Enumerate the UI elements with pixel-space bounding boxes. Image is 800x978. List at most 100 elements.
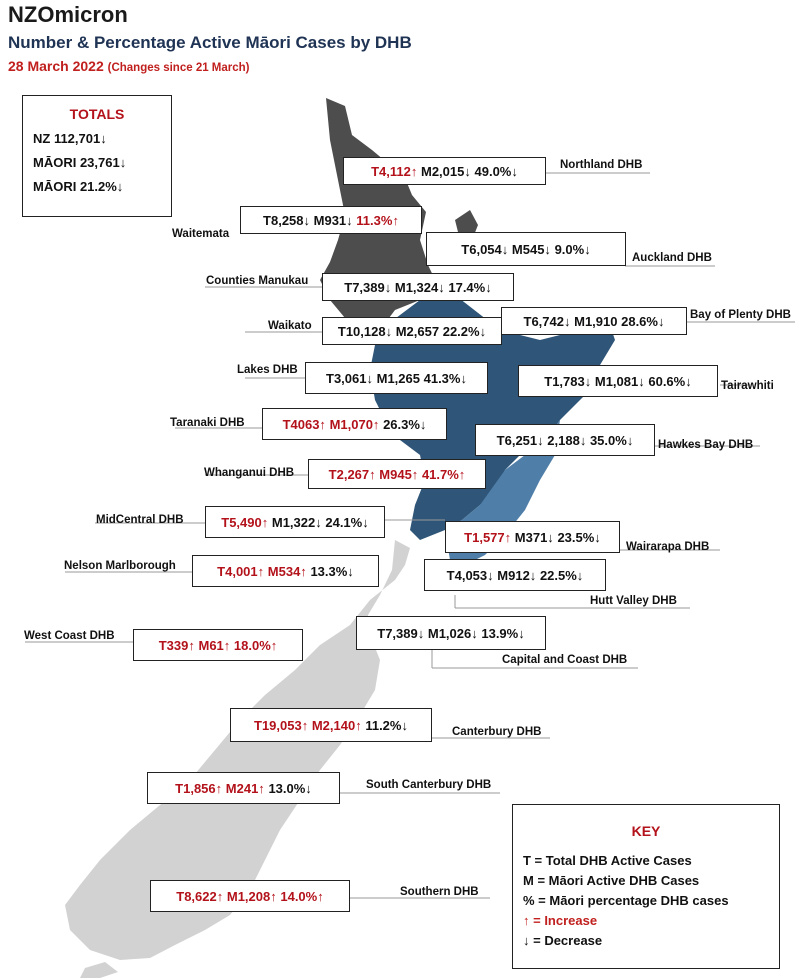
- page-subtitle: Number & Percentage Active Māori Cases b…: [8, 33, 412, 52]
- report-date: 28 March 2022: [8, 58, 104, 74]
- dhb-p: 13.3%↓: [310, 563, 354, 579]
- dhb-m: M1,081↓: [594, 373, 645, 389]
- dhb-t: T4,053↓: [446, 567, 494, 583]
- changes-note: (Changes since 21 March): [107, 62, 250, 74]
- dhb-label-lakes: Lakes DHB: [237, 364, 298, 376]
- dhb-label-southcant: South Canterbury DHB: [366, 779, 492, 791]
- dhb-label-waikato: Waikato: [268, 320, 312, 332]
- dhb-m: M1,208↑: [226, 888, 277, 904]
- dhb-t: T4,001↑: [217, 563, 265, 579]
- dhb-p: 49.0%↓: [474, 163, 518, 179]
- dhb-m: M534↑: [267, 563, 307, 579]
- dhb-m: M371↓: [514, 529, 554, 545]
- dhb-p: 26.3%↓: [383, 416, 427, 432]
- dhb-label-hawkes: Hawkes Bay DHB: [658, 439, 754, 451]
- south-island: [65, 540, 410, 960]
- dhb-label-auckland: Auckland DHB: [632, 252, 712, 264]
- key-up-def: ↑ = Increase: [523, 913, 598, 928]
- dhb-t: T6,054↓: [461, 241, 509, 257]
- dhb-box-southern: T8,622↑ M1,208↑ 14.0%↑: [150, 880, 350, 912]
- dhb-m: M2,015↓: [421, 163, 471, 179]
- dhb-box-southcant: T1,856↑ M241↑ 13.0%↓: [147, 772, 340, 804]
- dhb-label-hutt: Hutt Valley DHB: [590, 595, 677, 607]
- dhb-p: 24.1%↓: [325, 514, 369, 530]
- key-down-def: ↓ = Decrease: [523, 933, 603, 948]
- dhb-label-tairawhiti: Tairawhiti: [721, 380, 774, 392]
- dhb-label-nelson: Nelson Marlborough: [64, 560, 176, 572]
- dhb-p: 14.0%↑: [280, 888, 324, 904]
- totals-maori: MĀORI 23,761↓: [33, 155, 127, 170]
- key-p-def: % = Māori percentage DHB cases: [523, 893, 729, 908]
- dhb-m: M912↓: [497, 567, 537, 583]
- dhb-t: T8,622↑: [176, 888, 224, 904]
- dhb-box-hutt: T4,053↓ M912↓ 22.5%↓: [424, 559, 606, 591]
- dhb-t: T5,490↑: [221, 514, 269, 530]
- dhb-label-capital: Capital and Coast DHB: [502, 654, 628, 666]
- dhb-label-canterbury: Canterbury DHB: [452, 726, 542, 738]
- totals-heading: TOTALS: [69, 106, 125, 122]
- dhb-p: 60.6%↓: [648, 373, 692, 389]
- dhb-p: 28.6%↓: [621, 313, 665, 329]
- dhb-m: M545↓: [511, 241, 551, 257]
- dhb-label-wairarapa: Wairarapa DHB: [626, 541, 710, 553]
- key-panel: KEY T = Total DHB Active Cases M = Māori…: [512, 804, 780, 969]
- dhb-box-lakes: T3,061↓ M1,265 41.3%↓: [305, 362, 488, 394]
- dhb-p: 11.2%↓: [365, 717, 408, 733]
- dhb-box-tairawhiti: T1,783↓ M1,081↓ 60.6%↓: [518, 365, 718, 397]
- dhb-t: T1,783↓: [544, 373, 592, 389]
- key-heading: KEY: [631, 823, 661, 839]
- dhb-p: 13.9%↓: [481, 625, 525, 641]
- dhb-t: T10,128↓: [337, 323, 393, 339]
- dhb-t: T7,389↓: [344, 279, 392, 295]
- dhb-p: 22.5%↓: [539, 567, 584, 583]
- dhb-p: 35.0%↓: [589, 432, 634, 448]
- dhb-m: M1,322↓: [271, 514, 322, 530]
- totals-panel: TOTALS NZ 112,701↓ MĀORI 23,761↓ MĀORI 2…: [22, 95, 172, 217]
- dhb-box-capital: T7,389↓ M1,026↓ 13.9%↓: [356, 616, 546, 650]
- dhb-box-counties: T7,389↓ M1,324↓ 17.4%↓: [322, 273, 514, 301]
- dhb-t: T19,053↑: [254, 717, 309, 733]
- dhb-label-northland: Northland DHB: [560, 159, 643, 171]
- dhb-m: M945↑: [379, 466, 419, 482]
- dhb-m: M1,026↓: [427, 625, 478, 641]
- dhb-p: 41.3%↓: [423, 370, 467, 386]
- dhb-t: T3,061↓: [326, 370, 373, 386]
- key-t-def: T = Total DHB Active Cases: [523, 853, 692, 868]
- dhb-box-nelson: T4,001↑ M534↑ 13.3%↓: [192, 555, 379, 587]
- dhb-label-whanganui: Whanganui DHB: [204, 467, 295, 479]
- key-m-def: M = Māori Active DHB Cases: [523, 873, 700, 888]
- dhb-p: 9.0%↓: [554, 241, 591, 257]
- dhb-label-bop: Bay of Plenty DHB: [690, 309, 791, 321]
- dhb-m: M61↑: [198, 637, 231, 653]
- dhb-box-taranaki: T4063↑ M1,070↑ 26.3%↓: [262, 408, 447, 440]
- dhb-m: 2,188↓: [547, 432, 587, 448]
- dhb-label-waitemata: Waitemata: [172, 228, 230, 240]
- dhb-label-taranaki: Taranaki DHB: [170, 417, 245, 429]
- dhb-box-westcoast: T339↑ M61↑ 18.0%↑: [133, 629, 303, 661]
- dhb-box-canterbury: T19,053↑ M2,140↑ 11.2%↓: [230, 708, 432, 742]
- dhb-box-auckland: T6,054↓ M545↓ 9.0%↓: [426, 232, 626, 266]
- stewart-island: [80, 962, 118, 978]
- dhb-t: T339↑: [158, 637, 195, 653]
- dhb-label-counties: Counties Manukau: [206, 275, 309, 287]
- dhb-m: M1,070↑: [329, 416, 380, 432]
- dhb-m: M2,140↑: [311, 717, 362, 733]
- dhb-box-wairarapa: T1,577↑ M371↓ 23.5%↓: [445, 521, 620, 553]
- dhb-box-waikato: T10,128↓ M2,657 22.2%↓: [322, 317, 502, 345]
- dhb-p: 22.2%↓: [442, 323, 487, 339]
- dhb-t: T6,742↓: [523, 313, 571, 329]
- dhb-label-midcentral: MidCentral DHB: [96, 514, 184, 526]
- totals-maori-pct: MĀORI 21.2%↓: [33, 179, 124, 194]
- dhb-p: 17.4%↓: [448, 279, 492, 295]
- dhb-t: T2,267↑: [328, 466, 376, 482]
- dhb-p: 11.3%↑: [356, 212, 399, 228]
- dhb-box-midcentral: T5,490↑ M1,322↓ 24.1%↓: [205, 506, 385, 538]
- dhb-p: 23.5%↓: [557, 529, 601, 545]
- dhb-box-waitemata: T8,258↓ M931↓ 11.3%↑: [240, 206, 422, 234]
- dhb-p: 18.0%↑: [233, 637, 278, 653]
- dhb-label-southern: Southern DHB: [400, 886, 479, 898]
- dhb-t: T6,251↓: [496, 432, 544, 448]
- dhb-p: 13.0%↓: [268, 780, 312, 796]
- dhb-t: T4,112↑: [371, 163, 418, 179]
- totals-nz: NZ 112,701↓: [33, 131, 107, 146]
